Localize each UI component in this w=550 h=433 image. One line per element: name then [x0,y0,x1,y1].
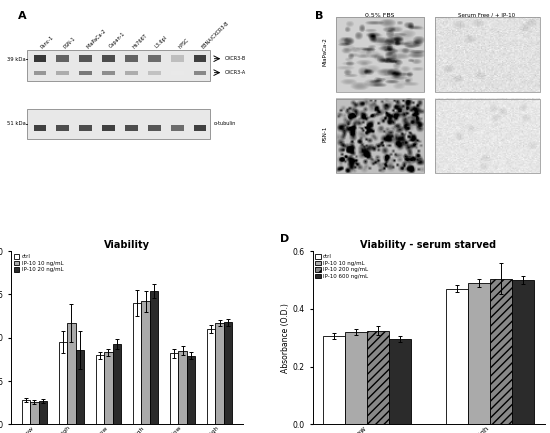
Bar [323,336,345,424]
Bar [102,125,115,131]
Bar [102,71,115,74]
Text: L3.6pl: L3.6pl [155,35,168,49]
Text: CXCR3-B: CXCR3-B [224,56,246,61]
Bar [57,55,69,62]
Bar [446,289,468,424]
Bar [148,125,161,131]
Bar [57,125,69,131]
Bar [207,329,216,424]
Text: PSN-1: PSN-1 [323,125,328,142]
Bar [367,330,389,424]
Y-axis label: Absorbance (O.D.): Absorbance (O.D.) [281,303,290,373]
Bar [57,71,69,74]
Text: PSN-1: PSN-1 [63,36,77,49]
Text: hPSC: hPSC [177,37,190,49]
Text: Panc-1: Panc-1 [40,34,55,49]
Bar [141,301,150,424]
Bar [125,71,138,74]
Bar [39,401,47,424]
Title: Viability - serum starved: Viability - serum starved [360,240,497,250]
Text: 0.5% FBS: 0.5% FBS [365,13,394,18]
Bar [104,352,113,424]
Text: B: B [315,11,323,21]
Bar [345,332,367,424]
Bar [436,17,540,92]
Bar [28,50,211,81]
Bar [224,322,233,424]
Bar [67,323,76,424]
Bar [171,125,184,131]
Bar [96,355,104,424]
Bar [21,400,30,424]
Bar [389,339,411,424]
Text: α-tubulin: α-tubulin [213,121,235,126]
Bar [194,71,206,74]
Bar [113,344,121,424]
Bar [194,55,206,62]
Bar [102,55,115,62]
Bar [133,303,141,424]
Bar [187,356,195,424]
Bar [76,350,84,424]
Text: A: A [18,11,26,21]
Bar [79,125,92,131]
Bar [34,125,46,131]
Legend: ctrl, IP-10 10 ng/mL, IP-10 20 ng/mL: ctrl, IP-10 10 ng/mL, IP-10 20 ng/mL [14,254,63,272]
Text: MiaPaCa-2: MiaPaCa-2 [323,38,328,66]
Bar [178,351,187,424]
Text: D: D [280,234,289,244]
Bar [512,280,534,424]
Text: CXCR3-A: CXCR3-A [224,70,246,75]
Text: 39 kDa: 39 kDa [8,57,26,62]
Bar [336,99,424,173]
Bar [468,283,490,424]
Title: Viability: Viability [104,240,150,250]
Bar [125,125,138,131]
Bar [148,55,161,62]
Bar [150,291,158,424]
Bar [490,278,512,424]
Bar [336,17,424,92]
Bar [436,99,540,173]
Text: Hs766T: Hs766T [131,32,148,49]
Bar [170,353,178,424]
Text: 51 kDa: 51 kDa [7,121,26,126]
Text: MiaPaCa-2: MiaPaCa-2 [86,28,107,49]
Bar [171,55,184,62]
Bar [79,71,92,74]
Bar [216,323,224,424]
Bar [30,402,38,424]
Text: EBNA/CXCR3-B: EBNA/CXCR3-B [200,20,229,49]
Bar [34,55,46,62]
Legend: ctrl, IP-10 10 ng/mL, IP-10 200 ng/mL, IP-10 600 ng/mL: ctrl, IP-10 10 ng/mL, IP-10 200 ng/mL, I… [315,254,368,279]
Bar [148,71,161,74]
Bar [79,55,92,62]
Bar [194,125,206,131]
Bar [125,55,138,62]
Bar [28,109,211,139]
Bar [171,71,184,74]
Text: Capan-1: Capan-1 [108,31,127,49]
Text: Serum Free / + IP-10: Serum Free / + IP-10 [458,13,515,18]
Bar [34,71,46,74]
Bar [59,342,67,424]
